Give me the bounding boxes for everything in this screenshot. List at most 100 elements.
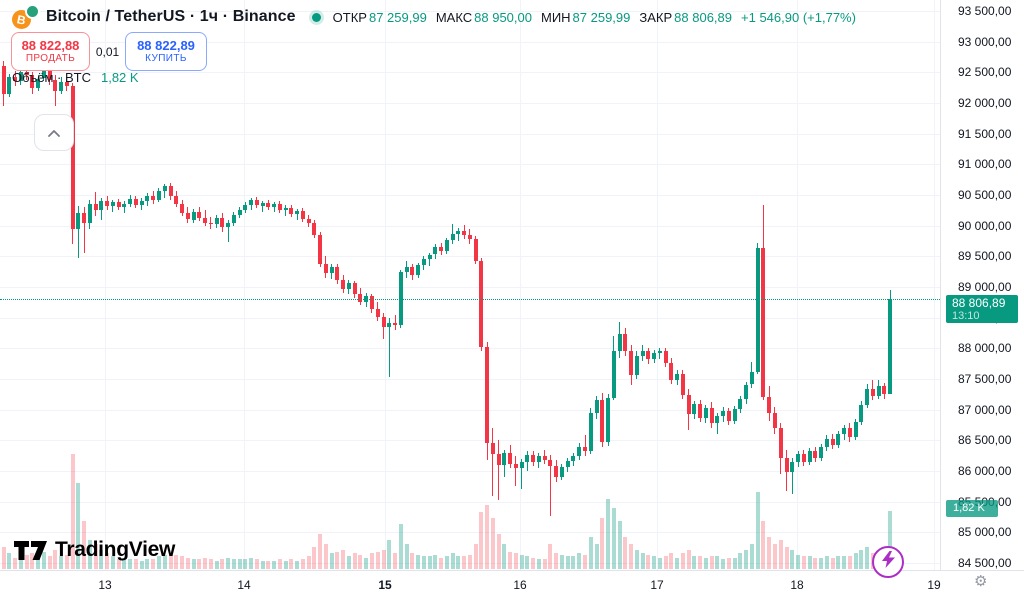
pair-title[interactable]: Bitcoin / TetherUS · 1ч · Binance <box>46 8 296 25</box>
tradingview-mark-icon <box>14 540 48 561</box>
candle-body <box>749 371 754 385</box>
price-tick-label: 91 000,00 <box>958 157 1012 172</box>
tradingview-logo[interactable]: TradingView <box>14 538 175 562</box>
volume-bar <box>185 557 190 569</box>
candle-body <box>531 455 536 463</box>
chevron-up-icon <box>48 124 60 142</box>
volume-bar <box>277 559 282 569</box>
gridline-horizontal <box>0 72 940 74</box>
candle-body <box>24 72 29 76</box>
candle-body <box>387 322 392 327</box>
volume-bar <box>145 559 150 569</box>
candle-body <box>485 347 490 444</box>
candle-wick <box>492 428 494 496</box>
volume-bar <box>41 551 46 569</box>
price-axis[interactable]: 93 500,00 93 000,00 92 500,00 92 000,00 91 5… <box>940 0 1024 598</box>
volume-bar <box>462 556 467 569</box>
candle-body <box>669 363 674 381</box>
volume-bar <box>133 559 138 569</box>
volume-bar <box>346 556 351 569</box>
candle-body <box>277 204 282 210</box>
candle-body <box>421 259 426 265</box>
candle-body <box>36 78 40 88</box>
candle-body <box>13 77 17 82</box>
chart-canvas[interactable] <box>0 0 940 570</box>
sell-button[interactable]: 88 822,88 ПРОДАТЬ <box>11 32 90 71</box>
volume-bar <box>208 559 213 569</box>
candle-body <box>318 234 323 264</box>
volume-bar <box>456 556 461 569</box>
volume-bar <box>692 556 697 569</box>
candle-body <box>369 296 374 310</box>
candle-body <box>306 218 311 223</box>
candle-body <box>254 199 259 206</box>
volume-bar <box>352 553 357 569</box>
volume-bar <box>110 556 115 569</box>
candle-body <box>168 185 173 197</box>
volume-value: 1,82 K <box>100 70 139 85</box>
candle-body <box>680 373 685 395</box>
volume-label[interactable]: Объём · BTC <box>12 70 91 85</box>
candle-wick <box>716 412 718 435</box>
candle-body <box>606 398 610 442</box>
candle-body <box>174 196 179 205</box>
candle-wick <box>457 228 459 241</box>
volume-bar <box>197 559 202 569</box>
volume-bar <box>214 561 219 569</box>
instant-trading-button[interactable] <box>872 546 904 578</box>
time-tick-label: 15 <box>378 578 392 592</box>
volume-bar <box>703 557 708 569</box>
candle-body <box>888 298 893 394</box>
bar-countdown: 13:10 <box>952 309 980 322</box>
volume-bar <box>819 557 823 569</box>
volume-bar <box>738 553 743 569</box>
candle-body <box>853 421 858 438</box>
candle-body <box>393 322 397 326</box>
candle-body <box>70 85 75 229</box>
volume-legend: Объём · BTC 1,82 K <box>12 70 139 85</box>
candle-body <box>352 283 357 295</box>
volume-bar <box>646 554 651 569</box>
gridline-vertical <box>385 0 386 570</box>
candle-body <box>410 266 415 276</box>
candle-body <box>243 204 248 210</box>
volume-bar <box>865 546 869 569</box>
volume-bar <box>629 543 633 569</box>
gridline-horizontal <box>0 195 940 196</box>
volume-bar <box>364 557 369 569</box>
time-axis[interactable]: 13 14 15 16 17 18 19 <box>0 570 1024 598</box>
candle-body <box>836 434 841 446</box>
volume-bar <box>675 557 680 569</box>
candle-body <box>375 309 380 318</box>
candle-body <box>18 72 23 82</box>
gridline-horizontal <box>0 409 940 411</box>
price-tick-label: 84 500,00 <box>958 556 1012 570</box>
price-tick-label: 90 000,00 <box>958 218 1012 233</box>
candle-body <box>203 217 207 223</box>
candle-wick <box>388 317 390 378</box>
price-tick-label: 87 500,00 <box>958 372 1012 386</box>
volume-bar <box>853 553 858 569</box>
trade-panel: 88 822,88 ПРОДАТЬ 0,01 88 822,89 КУПИТЬ <box>11 32 207 71</box>
candle-body <box>64 81 69 86</box>
candle-body <box>7 77 12 94</box>
candle-wick <box>584 435 586 456</box>
axis-settings-gear-icon[interactable]: ⚙ <box>974 572 988 590</box>
volume-bar <box>600 518 605 569</box>
candle-wick <box>659 348 661 359</box>
pair-icon: B <box>12 3 46 31</box>
candle-body <box>732 409 737 421</box>
collapse-legend-button[interactable] <box>34 114 74 151</box>
volume-bar <box>536 559 541 569</box>
time-tick-label: 13 <box>98 578 112 592</box>
low-value: 87 259,99 <box>572 9 631 25</box>
volume-bar <box>842 556 846 569</box>
volume-bar <box>393 553 397 569</box>
candle-body <box>272 204 277 208</box>
volume-bar <box>122 557 127 569</box>
volume-bar <box>525 556 530 569</box>
buy-button[interactable]: 88 822,89 КУПИТЬ <box>125 32 207 71</box>
candle-body <box>93 204 98 211</box>
volume-bar <box>680 553 685 569</box>
volume-bar <box>266 561 271 569</box>
